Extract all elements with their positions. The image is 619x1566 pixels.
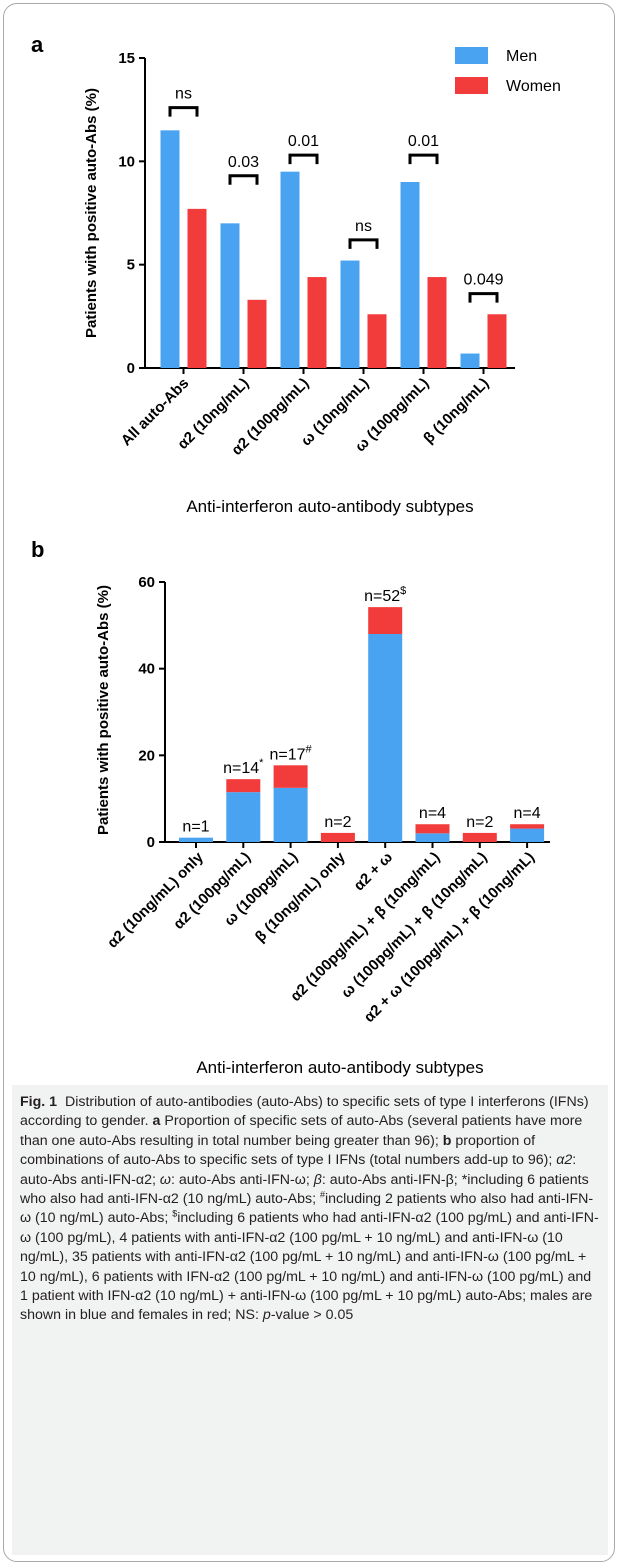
caption-note-dollar-mark: $ (172, 1208, 178, 1219)
caption-beta-def: : auto-Abs anti-IFN-β; (321, 1171, 458, 1188)
panel-letter-a: a (31, 32, 44, 57)
bar-men (415, 833, 450, 842)
bar-women (427, 277, 447, 368)
bar-women (187, 208, 207, 368)
figure-caption: Fig. 1 Distribution of auto-antibodies (… (12, 1085, 608, 1555)
bar-women (320, 832, 355, 842)
bar-men (179, 837, 213, 842)
bar-women (487, 314, 507, 368)
y-tick-label: 15 (118, 50, 135, 67)
significance-label: 0.049 (463, 272, 503, 289)
caption-p-sym: p (262, 1307, 271, 1324)
y-tick-label: 40 (138, 661, 155, 678)
bar-count-superscript: $ (400, 585, 406, 597)
bar-women (462, 832, 497, 842)
caption-note-dollar: including 6 patients who had anti-IFN-α2… (20, 1210, 599, 1324)
significance-label: ns (355, 218, 372, 235)
legend-label-men: Men (506, 48, 537, 65)
bar-count-label: n=1 (182, 819, 209, 836)
caption-panel-b-letter: b (442, 1132, 452, 1149)
chart-b: b 0 20 40 60 Patients with positive auto-Abs … (31, 537, 550, 1077)
bar-count-label: n=2 (466, 814, 493, 831)
caption-beta-sym: β (313, 1171, 322, 1188)
bar-men (280, 171, 300, 368)
y-tick-label: 60 (138, 574, 155, 591)
bar-count-label: n=4 (419, 805, 446, 822)
bar-women (368, 607, 403, 634)
y-tick-label: 0 (127, 360, 135, 377)
y-tick-label: 5 (127, 257, 135, 274)
y-axis-title: Patients with positive auto-Abs (%) (95, 585, 112, 835)
bar-men (273, 787, 308, 842)
bar-women (367, 314, 387, 368)
caption-intro: Distribution of auto-antibodies (auto-Ab… (20, 1094, 589, 1130)
bar-women (510, 824, 545, 829)
significance-bracket (348, 238, 379, 249)
caption-note-hash-mark: # (320, 1189, 326, 1200)
bar-count-label: n=52$ (364, 585, 406, 605)
bar-count-label: n=2 (324, 814, 351, 831)
bar-women (273, 765, 308, 788)
y-tick-label: 20 (138, 747, 155, 764)
bar-women (307, 277, 327, 368)
significance-label: 0.01 (408, 133, 439, 150)
bar-men (368, 634, 403, 842)
bar-count-label: n=17# (270, 743, 313, 763)
chart-a: a 0 5 10 15 Patients with positive auto-Abs (… (31, 32, 561, 516)
caption-omega-def: : auto-Abs anti-IFN-ω; (170, 1171, 310, 1188)
caption-panel-a-letter: a (152, 1113, 161, 1130)
y-axis-title: Patients with positive auto-Abs (%) (83, 88, 100, 338)
caption-panel-a-text: Proportion of specific sets of auto-Abs … (20, 1113, 583, 1149)
caption-tail: -value > 0.05 (270, 1307, 354, 1324)
legend-label-women: Women (506, 78, 561, 95)
x-category-label: α2 + ω (100pg/mL) + β (10ng/mL) (361, 849, 538, 1026)
x-category-label: α2 + ω (351, 849, 397, 895)
significance-bracket (228, 174, 259, 185)
significance-label: 0.01 (288, 133, 319, 150)
bar-women (247, 299, 267, 368)
y-tick-label: 10 (118, 153, 135, 170)
bar-men (160, 130, 180, 368)
bar-men (460, 353, 480, 368)
caption-omega-sym: ω (159, 1171, 171, 1188)
caption-note-star-mark: * (461, 1171, 468, 1188)
caption-alpha-sym: α2 (556, 1152, 573, 1169)
bar-men (220, 223, 240, 368)
bar-men (226, 792, 261, 842)
bar-men (400, 182, 420, 368)
bar-count-superscript: # (306, 743, 313, 755)
caption-panel-b-text: proportion of combinations of auto-Abs t… (20, 1132, 553, 1169)
caption-fig-label: Fig. 1 (20, 1094, 58, 1110)
panel-letter-b: b (31, 537, 44, 562)
significance-label: ns (175, 86, 192, 103)
bar-men (340, 260, 360, 368)
significance-label: 0.03 (228, 154, 259, 171)
bar-women (226, 779, 261, 793)
x-category-label: β (10ng/mL) only (252, 848, 349, 945)
significance-bracket (408, 153, 439, 165)
significance-bracket (288, 153, 319, 165)
bar-count-label: n=4 (514, 805, 541, 822)
x-axis-title: Anti-interferon auto-antibody subtypes (186, 497, 473, 516)
significance-bracket (468, 292, 499, 303)
x-axis-title: Anti-interferon auto-antibody subtypes (196, 1058, 483, 1077)
bar-women (415, 824, 450, 834)
legend-swatch-women (455, 77, 488, 94)
significance-bracket (168, 106, 199, 117)
bar-count-label: n=14* (223, 757, 264, 777)
bar-men (510, 828, 545, 842)
caption-note-hash: including 2 patients who also had anti-I… (20, 1191, 594, 1227)
bar-count-superscript: * (259, 757, 264, 769)
y-tick-label: 0 (147, 834, 155, 851)
legend-swatch-men (455, 47, 488, 64)
caption-note-star: including 6 patients who also had anti-I… (20, 1171, 589, 1208)
caption-alpha-def: : auto-Abs anti-IFN-α2; (20, 1152, 577, 1188)
